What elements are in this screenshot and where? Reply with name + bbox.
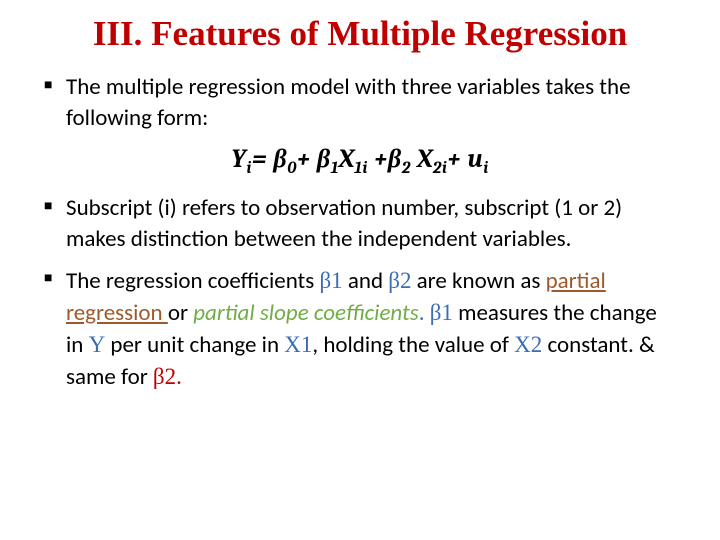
- b3-mid1: and: [343, 267, 389, 295]
- b3-beta1b: β1: [430, 300, 453, 325]
- bullet-1-text: The multiple regression model with three…: [66, 73, 631, 132]
- bullet-3: The regression coefficients β1 and β2 ar…: [44, 265, 676, 393]
- bullet-2: Subscript (i) refers to observation numb…: [44, 193, 676, 255]
- eq-b0: β: [273, 144, 287, 174]
- b3-partial2: partial slope coefficients: [193, 299, 419, 327]
- b3-or: or: [168, 299, 193, 327]
- eq-y: Y: [231, 144, 246, 174]
- b3-mid2: are known as: [411, 267, 545, 295]
- b3-pre: The regression coefficients: [66, 267, 319, 295]
- eq-b2: β: [388, 144, 402, 174]
- b3-dot: .: [419, 299, 430, 327]
- b3-x1: X1: [284, 332, 312, 357]
- eq-eq: =: [252, 144, 274, 174]
- eq-s1: 1: [331, 160, 339, 179]
- eq-b1: β: [317, 144, 331, 174]
- eq-s2i: 2i: [433, 160, 448, 179]
- b3-mid5: , holding the value of: [312, 331, 514, 359]
- eq-x1: X: [339, 144, 355, 174]
- b3-beta2b: β2: [153, 364, 176, 389]
- eq-plus2: +: [368, 144, 388, 174]
- b3-x2: X2: [514, 332, 542, 357]
- b3-mid4: per unit change in: [105, 331, 284, 359]
- b3-end: .: [176, 363, 182, 391]
- b3-y: Y: [89, 332, 106, 357]
- regression-equation: Yi= β0+ β1X1i +β2 X2i+ ui: [44, 144, 676, 178]
- eq-u: u: [467, 144, 483, 174]
- eq-plus1: +: [297, 144, 317, 174]
- slide-title: III. Features of Multiple Regression: [44, 14, 676, 54]
- eq-plus3: +: [447, 144, 467, 174]
- eq-x2: X: [417, 144, 433, 174]
- slide-container: III. Features of Multiple Regression The…: [0, 0, 720, 423]
- bullet-list-2: Subscript (i) refers to observation numb…: [44, 193, 676, 393]
- bullet-1: The multiple regression model with three…: [44, 72, 676, 134]
- eq-s2: 2: [402, 160, 411, 179]
- b3-beta2: β2: [388, 268, 411, 293]
- bullet-list: The multiple regression model with three…: [44, 72, 676, 134]
- eq-ui: i: [483, 160, 489, 179]
- eq-s0: 0: [287, 160, 297, 179]
- eq-s1i: 1i: [354, 160, 367, 179]
- b3-beta1: β1: [319, 268, 342, 293]
- bullet-2-text: Subscript (i) refers to observation numb…: [66, 194, 622, 253]
